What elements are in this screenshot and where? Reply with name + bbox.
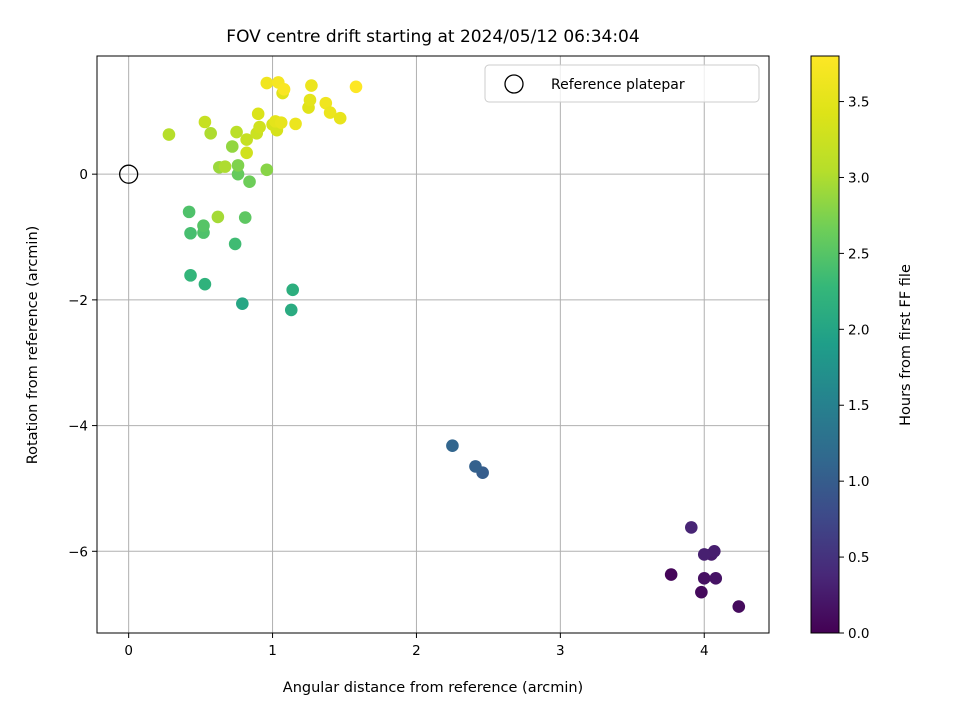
data-point (277, 83, 291, 96)
colorbar-tick-label: 3.5 (848, 95, 869, 111)
legend-entry: Reference platepar (551, 77, 685, 93)
colorbar-tick-label: 2.0 (848, 322, 869, 338)
x-tick-label: 1 (268, 643, 277, 659)
colorbar-tick-label: 1.5 (848, 398, 869, 414)
data-point (240, 146, 253, 160)
chart-title: FOV centre drift starting at 2024/05/12 … (226, 27, 639, 47)
x-axis-ticks: 0 1 2 3 4 (124, 633, 709, 659)
data-point (319, 96, 333, 110)
data-point (198, 115, 212, 129)
x-tick-label: 0 (124, 643, 133, 659)
data-point (289, 117, 302, 131)
data-point (708, 544, 721, 558)
data-point (274, 116, 288, 129)
colorbar-tick-label: 1.0 (848, 474, 869, 490)
plot-frame (96, 55, 770, 634)
data-point (197, 219, 210, 233)
colorbar-tick-label: 2.5 (848, 246, 869, 262)
legend-box (484, 64, 760, 103)
data-point (695, 585, 708, 599)
data-point (260, 163, 274, 177)
colorbar: 0.0 0.5 1.0 1.5 2.0 2.5 3.0 3.5 Hours from firs… (810, 55, 914, 642)
x-tick-label: 2 (412, 643, 421, 659)
data-point (732, 600, 746, 613)
colorbar-tick-label: 0.0 (848, 626, 869, 642)
colorbar-tick-label: 3.0 (848, 170, 869, 186)
x-tick-label: 4 (700, 643, 709, 659)
data-point (211, 210, 225, 224)
data-point (253, 120, 266, 134)
data-point (231, 167, 245, 181)
data-point (184, 226, 197, 240)
data-point (240, 133, 253, 146)
data-point (243, 175, 256, 189)
y-tick-label: 0 (79, 167, 88, 183)
y-axis-label: Rotation from reference (arcmin) (25, 226, 41, 465)
colorbar-label: Hours from first FF file (898, 264, 914, 426)
data-point (303, 93, 317, 107)
legend-marker-icon (504, 74, 524, 94)
x-tick-label: 3 (556, 643, 565, 659)
reference-platepar-marker (119, 164, 139, 184)
colorbar-ticks: 0.0 0.5 1.0 1.5 2.0 2.5 3.0 3.5 (839, 95, 869, 642)
y-axis-ticks: 0 −2 −4 −6 (68, 167, 97, 560)
data-point (697, 548, 711, 561)
data-point (218, 160, 232, 173)
data-point (184, 269, 197, 282)
colorbar-tick-label: 0.5 (848, 550, 869, 566)
data-point (446, 439, 459, 452)
data-point (697, 572, 711, 585)
data-point (349, 80, 363, 94)
data-point (251, 107, 265, 121)
data-point (236, 297, 249, 310)
data-point (286, 283, 300, 297)
data-point (230, 125, 243, 139)
grid-lines (97, 56, 769, 633)
data-point (323, 106, 337, 119)
data-point (238, 211, 252, 224)
data-point (228, 237, 242, 251)
legend: Reference platepar (484, 64, 760, 103)
data-point (231, 159, 245, 172)
data-point (198, 277, 212, 291)
data-point (260, 76, 274, 90)
y-tick-label: −4 (68, 419, 88, 435)
data-point (284, 303, 298, 317)
data-point (709, 572, 723, 585)
y-tick-label: −2 (68, 293, 88, 309)
data-point (204, 127, 217, 140)
scatter-points (162, 76, 746, 613)
data-point (162, 128, 176, 141)
data-point (225, 140, 239, 153)
data-point (469, 460, 482, 473)
data-point (684, 521, 698, 534)
data-point (182, 205, 196, 219)
y-tick-label: −6 (68, 544, 88, 560)
x-axis-label: Angular distance from reference (arcmin) (283, 680, 583, 696)
data-point (333, 111, 347, 125)
data-point (664, 568, 678, 581)
data-point (305, 79, 318, 92)
colorbar-gradient (810, 55, 840, 634)
